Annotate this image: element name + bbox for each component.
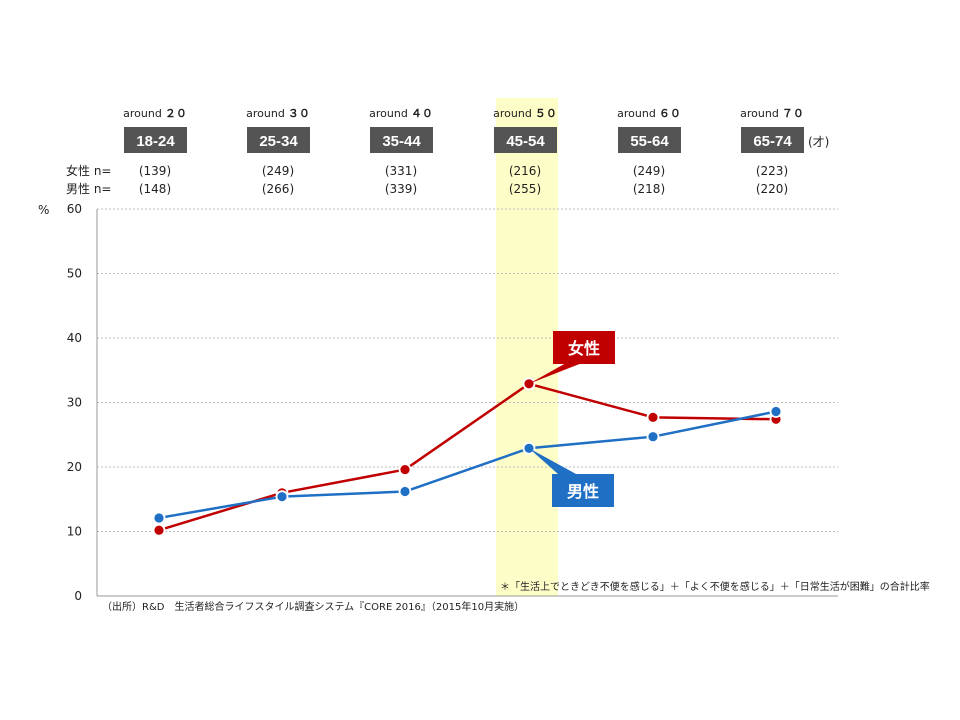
data-point-series-0 bbox=[646, 410, 660, 424]
n-value-female: (331) bbox=[385, 164, 417, 178]
age-group-box bbox=[741, 127, 804, 153]
n-value-male: (148) bbox=[139, 182, 171, 196]
y-tick-label: 50 bbox=[67, 267, 82, 281]
age-group-box bbox=[370, 127, 433, 153]
data-point-series-1 bbox=[398, 485, 412, 498]
around-value: ５０ bbox=[535, 107, 557, 120]
age-group-box bbox=[124, 127, 187, 153]
age-group-label: 45-54 bbox=[506, 133, 545, 150]
y-tick-label: 40 bbox=[67, 331, 82, 345]
callout-box-female bbox=[553, 331, 615, 364]
sample-size-rows: 女性 n= 男性 n= (139) (148) (249) (266) (331) (339)… bbox=[66, 163, 788, 196]
n-value-female: (139) bbox=[139, 164, 171, 178]
n-value-female: (249) bbox=[262, 164, 294, 178]
around-value: ２０ bbox=[165, 107, 187, 120]
n-value-male: (220) bbox=[756, 182, 788, 196]
series-label-male: 男性 bbox=[567, 482, 599, 501]
y-tick-label: 0 bbox=[74, 589, 82, 603]
age-group-label: 55-64 bbox=[630, 133, 669, 150]
callout-pointer-female bbox=[529, 363, 582, 384]
callout-box-male bbox=[552, 474, 614, 507]
around-label: around ５０ bbox=[493, 107, 557, 120]
footnote: ＊「生活上でときどき不便を感じる」＋「よく不便を感じる」＋「日常生活が困難」の合… bbox=[500, 580, 930, 593]
around-value: ４０ bbox=[411, 107, 433, 120]
data-point-series-1 bbox=[646, 430, 660, 444]
age-group-label: 35-44 bbox=[382, 133, 421, 150]
series-label-female: 女性 bbox=[568, 339, 600, 358]
n-label-female: 女性 n= bbox=[66, 163, 111, 178]
n-value-male: (255) bbox=[509, 182, 541, 196]
y-axis-label: % bbox=[38, 203, 49, 217]
age-group-label: 65-74 bbox=[753, 133, 792, 150]
around-prefix: around bbox=[246, 107, 285, 120]
age-group-box bbox=[618, 127, 681, 153]
around-label: around ６０ bbox=[617, 107, 681, 120]
age-group-label: 25-34 bbox=[259, 133, 298, 150]
age-unit-label: (才) bbox=[808, 135, 829, 149]
around-prefix: around bbox=[740, 107, 779, 120]
around-prefix: around bbox=[123, 107, 162, 120]
around-label: around ３０ bbox=[246, 107, 310, 120]
age-group-box bbox=[247, 127, 310, 153]
y-tick-label: 20 bbox=[67, 460, 82, 474]
around-label: around ２０ bbox=[123, 107, 187, 120]
age-group-box bbox=[494, 127, 557, 153]
around-label: around ４０ bbox=[369, 107, 433, 120]
around-value: ６０ bbox=[659, 107, 681, 120]
n-label-male: 男性 n= bbox=[66, 182, 111, 196]
callout-pointer-male bbox=[529, 448, 576, 474]
highlight-band-45-54 bbox=[496, 98, 558, 596]
data-point-series-0 bbox=[398, 463, 412, 476]
n-value-female: (249) bbox=[633, 164, 665, 178]
around-prefix: around bbox=[617, 107, 656, 120]
around-prefix: around bbox=[493, 107, 532, 120]
around-label: around ７０ bbox=[740, 107, 804, 120]
source-caption: （出所）R&D 生活者総合ライフスタイル調査システム『CORE 2016』（20… bbox=[102, 600, 524, 613]
n-value-female: (223) bbox=[756, 164, 788, 178]
around-value: ７０ bbox=[782, 107, 804, 120]
y-tick-label: 10 bbox=[67, 525, 82, 539]
axes bbox=[96, 209, 838, 597]
n-value-male: (266) bbox=[262, 182, 294, 196]
around-value: ３０ bbox=[288, 107, 310, 120]
y-tick-label: 60 bbox=[67, 202, 82, 216]
age-group-label: 18-24 bbox=[136, 133, 175, 150]
series-line-1 bbox=[158, 410, 777, 520]
data-point-series-0 bbox=[152, 523, 166, 537]
data-point-series-1 bbox=[152, 511, 166, 525]
n-value-male: (218) bbox=[633, 182, 665, 196]
grid-lines: 0 10 20 30 40 50 60 bbox=[67, 202, 838, 603]
y-tick-label: 30 bbox=[67, 396, 82, 410]
n-value-female: (216) bbox=[509, 164, 541, 178]
n-value-male: (339) bbox=[385, 182, 417, 196]
data-point-series-1 bbox=[769, 405, 783, 418]
around-prefix: around bbox=[369, 107, 408, 120]
series-line-0 bbox=[158, 382, 777, 532]
series-lines bbox=[152, 377, 783, 537]
data-point-series-1 bbox=[275, 490, 289, 504]
